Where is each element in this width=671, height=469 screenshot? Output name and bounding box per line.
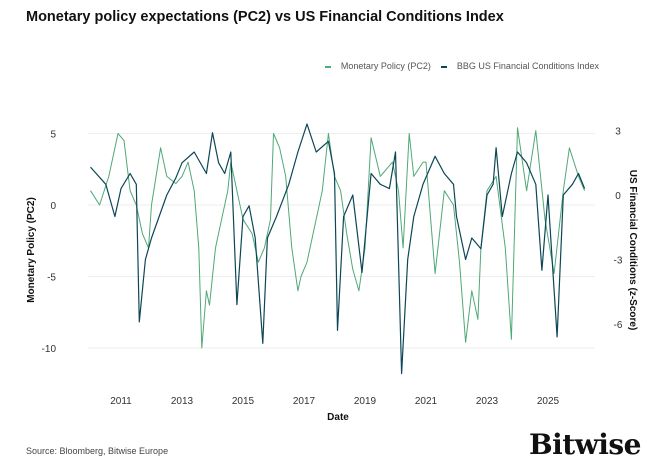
source-note: Source: Bloomberg, Bitwise Europe	[26, 446, 169, 456]
x-tick-label: 2025	[537, 396, 560, 407]
y-tick-label: 5	[50, 130, 56, 141]
y2-axis-label: US Financial Conditions (z-Score)	[627, 170, 638, 331]
x-tick-label: 2021	[415, 396, 438, 407]
bitwise-logo: Bitwise	[528, 428, 642, 461]
legend-item-fci: BBG US Financial Conditions Index	[440, 61, 599, 71]
x-tick-label: 2019	[354, 396, 377, 407]
y-axis-label: Monetary Policy (PC2)	[26, 197, 37, 303]
x-tick-label: 2015	[232, 396, 255, 407]
legend-label: Monetary Policy (PC2)	[340, 61, 431, 71]
y-tick-label: -5	[47, 273, 56, 284]
x-tick-label: 2023	[476, 396, 499, 407]
fci-series-line	[90, 123, 586, 375]
x-tick-label: 2017	[293, 396, 316, 407]
y2-tick-label: -6	[614, 320, 623, 331]
legend-label: BBG US Financial Conditions Index	[456, 61, 599, 71]
x-tick-label: 2011	[110, 396, 132, 407]
y-tick-label: -10	[42, 344, 57, 355]
y2-tick-label: -3	[614, 256, 623, 267]
chart-title: Monetary policy expectations (PC2) vs US…	[26, 9, 504, 25]
y-tick-label: 0	[50, 201, 56, 212]
y2-tick-label: 0	[615, 191, 621, 202]
legend-item-monetary-policy: Monetary Policy (PC2)	[324, 61, 431, 71]
x-tick-label: 2013	[171, 396, 194, 407]
legend: Monetary Policy (PC2) BBG US Financial C…	[324, 61, 599, 71]
x-axis-label: Date	[327, 412, 349, 423]
y2-tick-label: 3	[615, 127, 621, 138]
